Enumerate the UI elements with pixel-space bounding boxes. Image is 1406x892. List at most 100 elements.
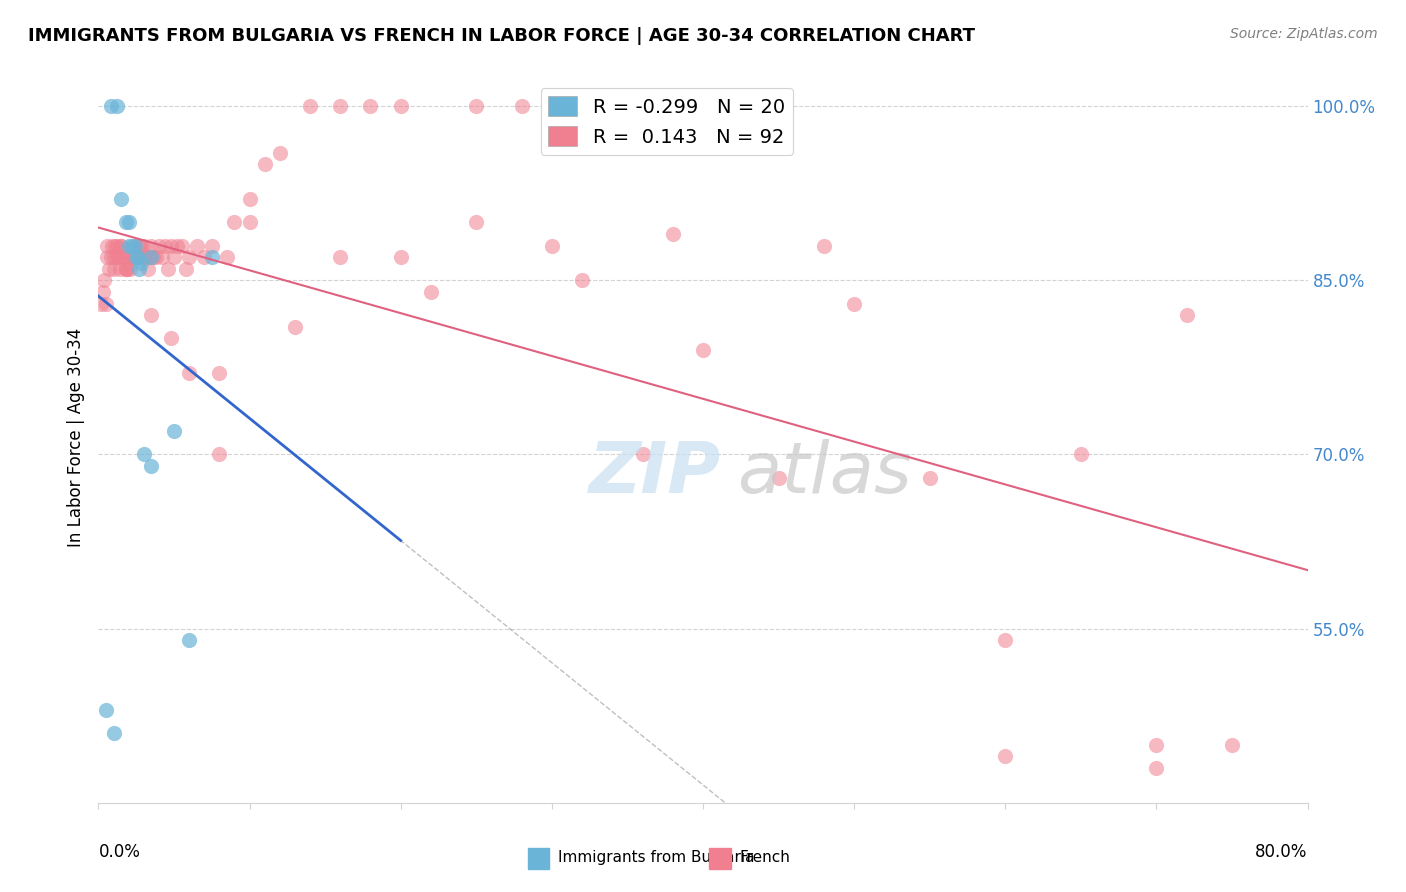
Point xyxy=(96,250,118,264)
Point xyxy=(1220,738,1243,752)
Point xyxy=(114,215,136,229)
Point xyxy=(844,296,866,310)
Point xyxy=(118,250,141,264)
Point xyxy=(201,238,224,252)
Point xyxy=(160,331,183,345)
Point xyxy=(125,250,148,264)
Point xyxy=(129,238,152,252)
Point xyxy=(132,250,155,264)
Point xyxy=(114,261,136,276)
Legend: R = -0.299   N = 20, R =  0.143   N = 92: R = -0.299 N = 20, R = 0.143 N = 92 xyxy=(540,88,793,154)
Point xyxy=(110,238,132,252)
Point xyxy=(105,238,128,252)
Point xyxy=(136,261,159,276)
Point xyxy=(114,261,136,276)
Point xyxy=(120,261,142,276)
Point xyxy=(103,261,125,276)
Point xyxy=(201,250,224,264)
Text: 0.0%: 0.0% xyxy=(98,843,141,861)
Point xyxy=(239,192,262,206)
Point xyxy=(125,250,148,264)
Point xyxy=(918,471,941,485)
Text: 80.0%: 80.0% xyxy=(1256,843,1308,861)
Point xyxy=(179,250,201,264)
Point xyxy=(94,296,117,310)
Point xyxy=(813,238,835,252)
Text: atlas: atlas xyxy=(737,439,911,508)
Y-axis label: In Labor Force | Age 30-34: In Labor Force | Age 30-34 xyxy=(66,327,84,547)
Point xyxy=(124,238,146,252)
Point xyxy=(510,99,533,113)
Point xyxy=(465,99,488,113)
Point xyxy=(96,238,118,252)
Point xyxy=(156,261,179,276)
Point xyxy=(141,250,163,264)
Point xyxy=(1070,448,1092,462)
Point xyxy=(111,250,134,264)
Point xyxy=(299,99,322,113)
Point xyxy=(105,250,128,264)
Point xyxy=(128,238,150,252)
Point xyxy=(215,250,238,264)
Point xyxy=(105,99,128,113)
Point xyxy=(571,273,593,287)
Point xyxy=(253,157,276,171)
Point xyxy=(141,308,163,322)
Point xyxy=(125,250,148,264)
Point xyxy=(208,448,231,462)
Point xyxy=(186,238,208,252)
Point xyxy=(179,366,201,380)
Text: Immigrants from Bulgaria: Immigrants from Bulgaria xyxy=(558,850,755,865)
Point xyxy=(127,250,149,264)
Point xyxy=(329,250,352,264)
Point xyxy=(118,215,141,229)
Point xyxy=(90,296,112,310)
Point xyxy=(179,633,201,648)
Point xyxy=(110,238,132,252)
Point xyxy=(360,99,382,113)
Point xyxy=(121,250,143,264)
Point xyxy=(153,238,176,252)
Point xyxy=(389,250,412,264)
Point xyxy=(145,250,167,264)
Point xyxy=(103,726,125,740)
Point xyxy=(100,99,122,113)
Point xyxy=(692,343,714,357)
Point xyxy=(329,99,352,113)
Point xyxy=(103,250,125,264)
Point xyxy=(174,261,197,276)
Point xyxy=(107,250,129,264)
Point xyxy=(150,250,173,264)
Point xyxy=(170,238,193,252)
Point xyxy=(141,238,163,252)
Point xyxy=(389,99,412,113)
Point xyxy=(124,238,146,252)
Point xyxy=(132,448,155,462)
Point xyxy=(112,250,135,264)
Point xyxy=(129,256,152,270)
Point xyxy=(166,238,188,252)
Point xyxy=(193,250,215,264)
Point xyxy=(631,448,654,462)
Point xyxy=(163,250,186,264)
Text: IMMIGRANTS FROM BULGARIA VS FRENCH IN LABOR FORCE | AGE 30-34 CORRELATION CHART: IMMIGRANTS FROM BULGARIA VS FRENCH IN LA… xyxy=(28,27,976,45)
Point xyxy=(121,238,143,252)
Bar xyxy=(527,848,550,869)
Point xyxy=(142,250,165,264)
Point xyxy=(122,250,145,264)
Point xyxy=(661,227,683,241)
Point xyxy=(768,471,790,485)
Point xyxy=(269,145,291,160)
Point xyxy=(160,238,183,252)
Point xyxy=(91,285,114,299)
Point xyxy=(540,238,562,252)
Text: ZIP: ZIP xyxy=(589,439,721,508)
Point xyxy=(139,250,162,264)
Point xyxy=(98,261,121,276)
Bar xyxy=(709,848,731,869)
Point xyxy=(118,238,141,252)
Point xyxy=(994,749,1017,764)
Point xyxy=(128,261,150,276)
Point xyxy=(135,250,157,264)
Point xyxy=(1144,738,1167,752)
